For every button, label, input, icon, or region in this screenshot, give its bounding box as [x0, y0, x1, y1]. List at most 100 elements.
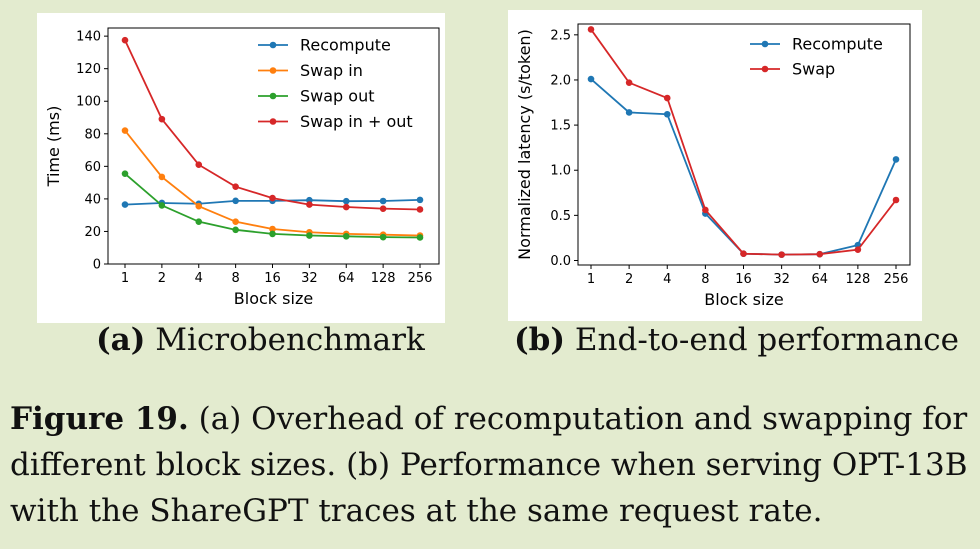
data-point	[416, 206, 424, 213]
legend-label: Swap in	[300, 61, 363, 80]
data-point	[121, 127, 129, 134]
legend-label: Swap in + out	[300, 112, 413, 131]
x-tick-label: 32	[773, 272, 790, 287]
data-point	[232, 197, 239, 205]
data-point	[663, 110, 671, 118]
data-point	[816, 250, 824, 258]
y-tick-label: 80	[84, 127, 101, 142]
figure-caption-text: (a) Overhead of recomputation and swappi…	[10, 401, 968, 529]
data-point	[416, 234, 424, 241]
data-point	[740, 250, 747, 258]
subcaption-a-tag: (a)	[96, 322, 146, 358]
x-tick-label: 2	[625, 272, 633, 287]
subcaption-b: (b) End-to-end performance	[514, 322, 959, 358]
legend-label: Recompute	[792, 35, 883, 54]
y-tick-label: 2.5	[550, 28, 571, 43]
microbenchmark-chart: 1 2 4 8 16 32 64 128 256 0 20 40 60 80 100 120 140 Block …	[44, 27, 440, 308]
y-tick-label: 120	[76, 62, 101, 77]
y-tick-label: 100	[76, 95, 101, 110]
y-axis-label: Time (ms)	[44, 106, 63, 188]
legend-marker	[761, 65, 769, 73]
legend-label: Recompute	[300, 36, 391, 55]
y-tick-label: 140	[76, 30, 101, 45]
x-tick-label: 16	[264, 271, 281, 286]
data-point	[342, 233, 350, 240]
data-point	[778, 251, 785, 258]
x-axis-label: Block size	[234, 289, 313, 308]
legend-marker	[269, 41, 277, 49]
subcaption-a-title: Microbenchmark	[155, 322, 425, 358]
data-point	[587, 26, 595, 33]
y-axis-label: Normalized latency (s/token)	[515, 29, 534, 260]
x-tick-label: 64	[811, 272, 828, 287]
x-tick-label: 64	[338, 271, 355, 286]
x-tick-label: 1	[587, 272, 595, 287]
plot-frame	[577, 23, 911, 266]
data-point	[232, 183, 239, 190]
data-point	[158, 173, 166, 181]
y-tick-label: 1.0	[550, 164, 571, 179]
data-point	[892, 156, 900, 163]
legend-label: Swap	[792, 60, 835, 79]
y-tick-label: 0.0	[550, 254, 571, 269]
plot-frame	[107, 27, 440, 265]
y-tick-label: 1.5	[550, 119, 571, 134]
legend-label: Swap out	[300, 87, 375, 106]
data-point	[195, 161, 203, 169]
y-tick-label: 40	[84, 192, 101, 207]
series-line	[590, 78, 897, 256]
x-tick-label: 1	[121, 271, 129, 286]
x-tick-label: 32	[301, 271, 318, 286]
y-tick-label: 60	[84, 160, 101, 175]
data-point	[306, 232, 313, 239]
data-point	[269, 194, 276, 202]
data-point	[232, 226, 239, 234]
data-point	[158, 115, 166, 123]
data-point	[342, 203, 350, 211]
data-point	[379, 205, 387, 212]
x-tick-label: 256	[408, 271, 433, 286]
x-tick-label: 128	[371, 271, 396, 286]
figure-caption: Figure 19. (a) Overhead of recomputation…	[10, 396, 978, 534]
microbenchmark-chart-panel: 1 2 4 8 16 32 64 128 256 0 20 40 60 80 100 120 140 Block …	[37, 13, 445, 323]
subcaption-b-tag: (b)	[514, 322, 566, 358]
series-line	[590, 28, 897, 256]
data-point	[854, 246, 862, 253]
data-point	[625, 109, 633, 116]
subcaption-a: (a) Microbenchmark	[96, 322, 425, 358]
y-tick-label: 0	[93, 258, 101, 273]
y-tick-label: 0.5	[550, 209, 571, 224]
x-tick-label: 8	[231, 271, 239, 286]
data-point	[121, 170, 129, 177]
x-tick-label: 16	[735, 272, 752, 287]
legend-marker	[761, 40, 769, 48]
data-point	[269, 225, 276, 233]
data-point	[121, 36, 129, 44]
data-point	[625, 79, 633, 86]
data-point	[416, 196, 424, 204]
legend-marker	[269, 118, 277, 125]
data-point	[379, 197, 387, 205]
data-point	[663, 94, 671, 102]
end-to-end-chart-panel: 1 2 4 8 16 32 64 128 256 0.0 0.5 1.0 1.5 2.0 2.5 Block …	[508, 10, 922, 321]
data-point	[195, 202, 203, 210]
data-point	[232, 218, 239, 225]
x-tick-label: 8	[701, 272, 709, 287]
subcaption-b-title: End-to-end performance	[574, 322, 959, 358]
legend-marker	[269, 67, 277, 74]
data-point	[379, 233, 387, 241]
data-point	[892, 196, 900, 204]
y-tick-label: 2.0	[550, 73, 571, 88]
data-point	[121, 201, 129, 208]
x-tick-label: 256	[884, 272, 909, 287]
x-tick-label: 4	[663, 272, 671, 287]
series-line	[124, 129, 421, 237]
data-point	[702, 206, 709, 214]
x-tick-label: 2	[158, 271, 166, 286]
data-point	[195, 218, 203, 225]
data-point	[269, 230, 276, 238]
data-point	[342, 197, 350, 205]
data-point	[587, 75, 595, 83]
x-axis-label: Block size	[704, 290, 783, 309]
end-to-end-chart: 1 2 4 8 16 32 64 128 256 0.0 0.5 1.0 1.5 2.0 2.5 Block …	[515, 23, 911, 309]
